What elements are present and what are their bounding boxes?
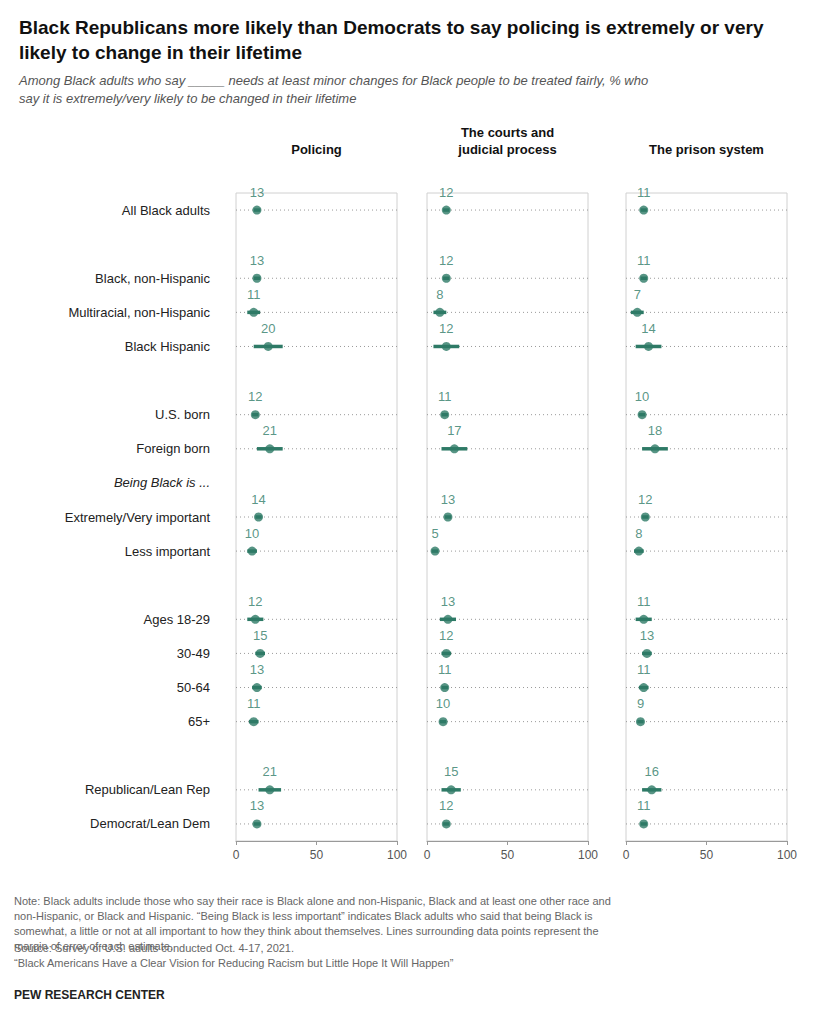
svg-text:15: 15 — [444, 764, 458, 779]
svg-text:18: 18 — [648, 423, 662, 438]
svg-text:12: 12 — [439, 253, 453, 268]
svg-text:100: 100 — [777, 848, 797, 862]
svg-text:15: 15 — [253, 628, 267, 643]
svg-text:11: 11 — [637, 253, 651, 268]
svg-text:Less important: Less important — [125, 544, 211, 559]
svg-text:say it is extremely/very likel: say it is extremely/very likely to be ch… — [19, 91, 356, 106]
svg-text:10: 10 — [635, 389, 649, 404]
svg-text:Extremely/Very important: Extremely/Very important — [65, 510, 211, 525]
svg-text:Among Black adults who say ___: Among Black adults who say _____ needs a… — [18, 73, 652, 88]
svg-text:non-Hispanic, or Black and His: non-Hispanic, or Black and Hispanic. “Be… — [14, 910, 595, 922]
svg-text:14: 14 — [641, 321, 655, 336]
svg-text:0: 0 — [623, 848, 630, 862]
svg-text:12: 12 — [439, 628, 453, 643]
svg-text:Policing: Policing — [291, 142, 342, 157]
svg-text:U.S. born: U.S. born — [155, 407, 210, 422]
svg-text:17: 17 — [447, 423, 461, 438]
svg-text:11: 11 — [247, 287, 261, 302]
svg-text:30-49: 30-49 — [177, 646, 210, 661]
svg-text:12: 12 — [248, 594, 262, 609]
svg-text:12: 12 — [248, 389, 262, 404]
svg-text:Source: Survey of U.S. adults: Source: Survey of U.S. adults conducted … — [14, 942, 294, 954]
svg-text:Black, non-Hispanic: Black, non-Hispanic — [95, 271, 210, 286]
svg-text:Multiracial, non-Hispanic: Multiracial, non-Hispanic — [68, 305, 210, 320]
svg-text:0: 0 — [424, 848, 431, 862]
svg-text:0: 0 — [233, 848, 240, 862]
svg-text:12: 12 — [638, 492, 652, 507]
svg-text:PEW RESEARCH CENTER: PEW RESEARCH CENTER — [14, 988, 165, 1002]
svg-text:8: 8 — [436, 287, 443, 302]
svg-text:16: 16 — [645, 764, 659, 779]
svg-text:11: 11 — [637, 798, 651, 813]
svg-text:somewhat, a little or not at a: somewhat, a little or not at all importa… — [14, 925, 602, 937]
svg-text:Black Hispanic: Black Hispanic — [125, 339, 211, 354]
svg-text:11: 11 — [438, 389, 452, 404]
svg-text:9: 9 — [637, 696, 644, 711]
svg-text:“Black Americans Have a Clear: “Black Americans Have a Clear Vision for… — [14, 957, 454, 969]
svg-text:11: 11 — [637, 594, 651, 609]
svg-text:Foreign born: Foreign born — [136, 441, 210, 456]
svg-text:13: 13 — [250, 253, 264, 268]
svg-text:100: 100 — [387, 848, 407, 862]
svg-text:All Black adults: All Black adults — [122, 203, 211, 218]
svg-text:likely to change in their life: likely to change in their lifetime — [19, 42, 302, 63]
svg-text:50: 50 — [310, 848, 324, 862]
svg-text:13: 13 — [250, 185, 264, 200]
svg-text:13: 13 — [441, 492, 455, 507]
svg-text:Republican/Lean Rep: Republican/Lean Rep — [85, 782, 210, 797]
svg-text:21: 21 — [263, 423, 277, 438]
svg-text:10: 10 — [436, 696, 450, 711]
svg-text:judicial process: judicial process — [457, 142, 556, 157]
svg-text:14: 14 — [251, 492, 265, 507]
svg-text:11: 11 — [637, 185, 651, 200]
svg-text:50-64: 50-64 — [177, 680, 210, 695]
svg-text:13: 13 — [250, 662, 264, 677]
svg-text:12: 12 — [439, 185, 453, 200]
svg-text:13: 13 — [441, 594, 455, 609]
svg-text:50: 50 — [700, 848, 714, 862]
svg-text:100: 100 — [578, 848, 598, 862]
svg-text:The prison system: The prison system — [649, 142, 764, 157]
svg-text:11: 11 — [438, 662, 452, 677]
svg-text:8: 8 — [635, 526, 642, 541]
svg-text:11: 11 — [637, 662, 651, 677]
svg-text:13: 13 — [640, 628, 654, 643]
svg-text:Being Black is ...: Being Black is ... — [114, 475, 210, 490]
svg-text:12: 12 — [439, 798, 453, 813]
svg-text:50: 50 — [501, 848, 515, 862]
svg-text:7: 7 — [634, 287, 641, 302]
svg-text:20: 20 — [261, 321, 275, 336]
svg-text:Democrat/Lean Dem: Democrat/Lean Dem — [90, 816, 210, 831]
svg-text:Note: Black adults include tho: Note: Black adults include those who say… — [14, 895, 614, 907]
svg-text:11: 11 — [247, 696, 261, 711]
svg-text:Black Republicans more likely: Black Republicans more likely than Democ… — [19, 17, 769, 38]
svg-text:21: 21 — [263, 764, 277, 779]
svg-text:65+: 65+ — [188, 714, 210, 729]
svg-text:13: 13 — [250, 798, 264, 813]
svg-text:10: 10 — [245, 526, 259, 541]
svg-text:The courts and: The courts and — [461, 125, 554, 140]
svg-text:Ages 18-29: Ages 18-29 — [144, 612, 211, 627]
svg-text:5: 5 — [431, 526, 438, 541]
svg-text:12: 12 — [439, 321, 453, 336]
